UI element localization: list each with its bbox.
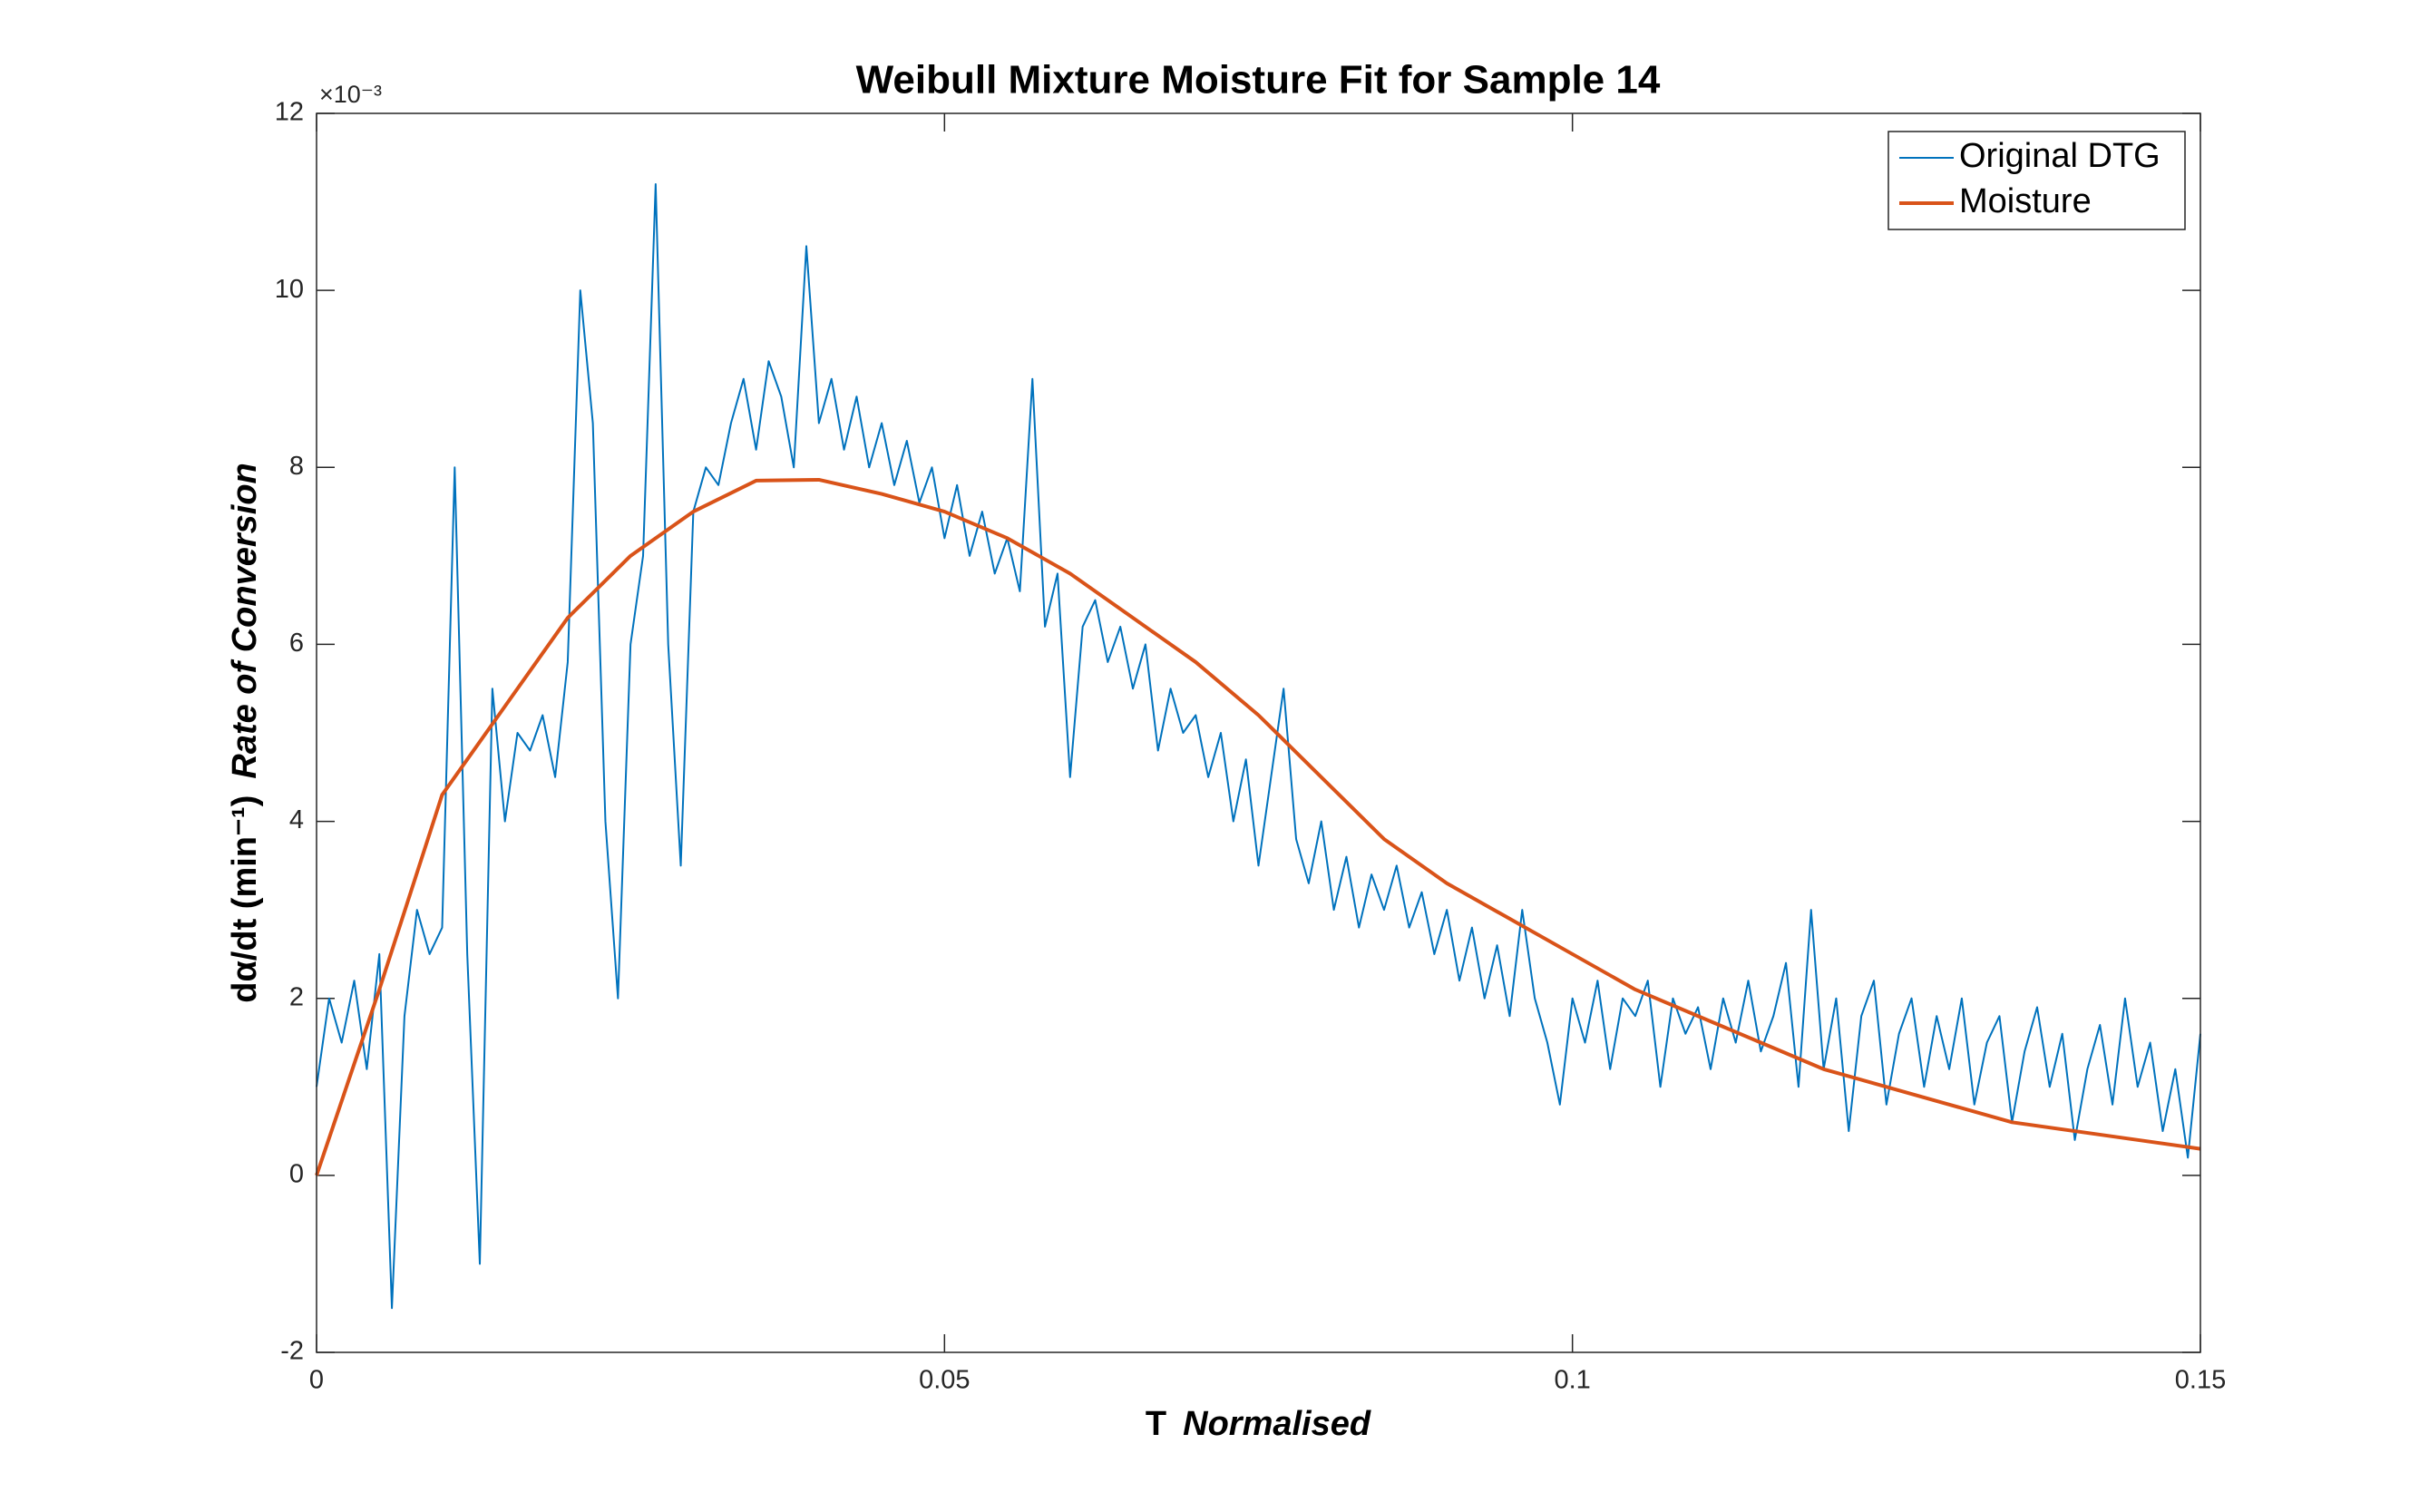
x-axis-label: T Normalised <box>1146 1405 1371 1443</box>
y-tick-label: -2 <box>280 1337 304 1366</box>
y-tick-label: 2 <box>289 982 304 1011</box>
y-tick-label: 0 <box>289 1160 304 1189</box>
y-label: dα/dt (min⁻¹) <box>226 795 264 1003</box>
y-tick-label: 6 <box>289 629 304 658</box>
line-series <box>316 183 2201 1310</box>
x-label-note: Normalised <box>1183 1405 1371 1443</box>
x-tick-label: 0.15 <box>2175 1366 2226 1395</box>
line-series <box>315 477 2201 1176</box>
x-tick-label: 0 <box>309 1366 324 1395</box>
legend-label: Moisture <box>1959 182 2092 220</box>
x-tick-label: 0.05 <box>919 1366 970 1395</box>
y-tick-label: 12 <box>275 98 304 127</box>
legend-box <box>1887 131 2186 230</box>
axes-box <box>316 112 2201 1353</box>
legend-label: Original DTG <box>1959 137 2161 175</box>
chart-title: Weibull Mixture Moisture Fit for Sample … <box>856 58 1661 102</box>
x-label: T <box>1146 1405 1166 1443</box>
y-tick-label: 8 <box>289 452 304 481</box>
y-exponent: ×10⁻³ <box>319 81 382 108</box>
y-tick-label: 4 <box>289 805 304 834</box>
y-tick-label: 10 <box>275 275 304 304</box>
x-tick-label: 0.1 <box>1555 1366 1591 1395</box>
y-label-note: Rate of Conversion <box>226 463 264 778</box>
y-axis-label: dα/dt (min⁻¹) Rate of Conversion <box>226 463 264 1003</box>
